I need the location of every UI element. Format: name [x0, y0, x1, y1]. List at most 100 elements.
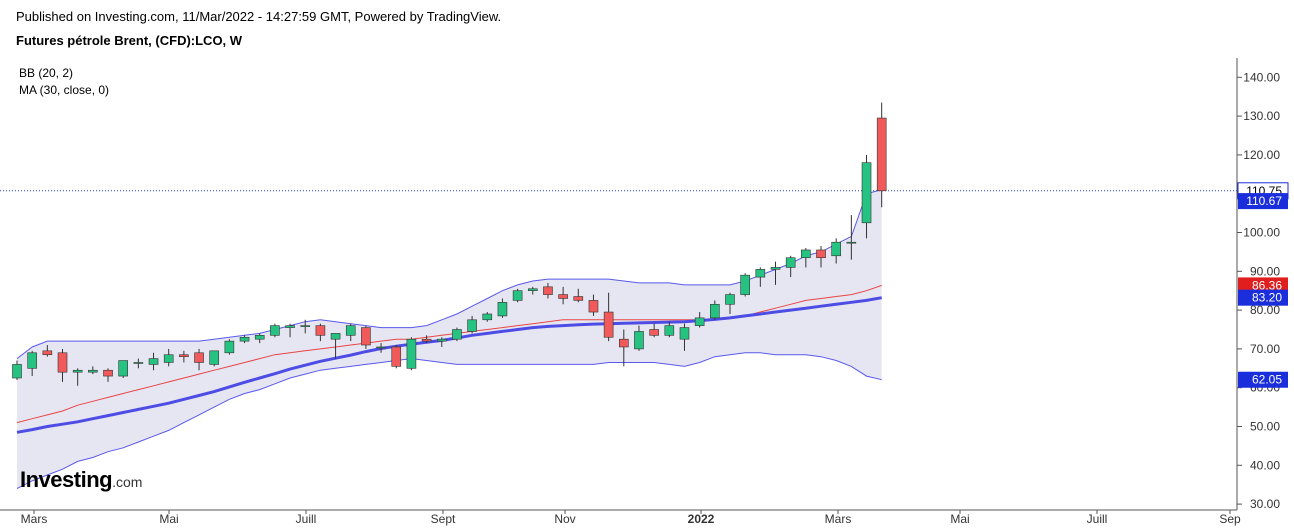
candle-body	[588, 300, 599, 313]
candle	[133, 358, 144, 369]
price-tick-label: 130.00	[1243, 109, 1280, 123]
candle-body	[361, 327, 371, 346]
candle	[42, 345, 53, 357]
candle-body	[88, 369, 98, 373]
candle-body	[770, 267, 781, 270]
time-tick-label: Sep	[1219, 512, 1241, 526]
investing-logo: Investing.com	[20, 467, 142, 493]
candle	[285, 323, 295, 338]
candle-body	[436, 338, 447, 342]
price-tick-label: 30.00	[1250, 497, 1280, 511]
candle	[406, 337, 417, 371]
candle	[148, 352, 159, 371]
candle-body	[315, 325, 326, 336]
candle-body	[876, 117, 887, 192]
candle-body	[755, 269, 766, 278]
candle-body	[194, 352, 204, 363]
time-tick-label: Mars	[21, 512, 48, 526]
candle	[527, 286, 538, 295]
candle-body	[239, 336, 250, 342]
candle-body	[664, 325, 675, 336]
candle-body	[391, 346, 402, 367]
candle	[801, 248, 811, 268]
candle-body	[224, 340, 235, 354]
time-tick-label: Juill	[296, 512, 317, 526]
candle-body	[133, 362, 144, 364]
candle	[27, 350, 37, 377]
candle-body	[497, 302, 508, 317]
candle-body	[467, 319, 477, 332]
candle	[649, 323, 659, 338]
candle-body	[679, 327, 690, 340]
candle	[618, 329, 629, 367]
candle	[846, 215, 857, 260]
candle-body	[376, 346, 386, 349]
candle-body	[179, 354, 189, 357]
candle	[315, 323, 326, 342]
candle	[467, 315, 477, 334]
bb-lower-line	[16, 352, 882, 490]
candle	[254, 333, 265, 344]
candle	[725, 292, 735, 314]
candle	[239, 335, 250, 344]
candle-body	[618, 338, 629, 348]
bb-upper-line	[16, 189, 882, 359]
candle	[694, 312, 705, 328]
price-axis: 30.0040.0050.0060.0070.0080.0090.00100.0…	[1236, 58, 1289, 511]
candle	[755, 267, 766, 287]
candle-body	[406, 338, 417, 369]
candle	[421, 335, 432, 344]
indicator-lines-layer	[0, 189, 1237, 490]
candle	[710, 300, 720, 320]
candle-body	[603, 311, 614, 338]
indicator-bollinger-label[interactable]: BB (20, 2)	[19, 66, 74, 80]
price-tick-label: 80.00	[1250, 303, 1280, 317]
candle	[831, 238, 841, 264]
candle	[72, 368, 83, 386]
candle-body	[543, 286, 553, 295]
candle-body	[118, 360, 128, 377]
candle	[88, 366, 98, 375]
time-tick-label: Sept	[431, 512, 456, 526]
candle	[588, 294, 599, 316]
instrument-title: Futures pétrole Brent, (CFD):LCO, W	[16, 33, 243, 48]
candle-body	[270, 325, 280, 336]
candle-body	[103, 369, 113, 377]
candle	[740, 273, 750, 297]
price-tick-label: 120.00	[1243, 148, 1280, 162]
price-badge-bb-middle: 86.36	[1238, 277, 1288, 294]
candle-body	[725, 294, 735, 305]
candle	[634, 325, 644, 351]
candle	[300, 319, 311, 334]
candle	[391, 345, 402, 369]
price-badge-box	[1238, 289, 1288, 306]
candle-body	[573, 296, 584, 301]
candle	[12, 360, 22, 380]
candle	[512, 288, 523, 303]
candle	[543, 282, 553, 299]
candle	[179, 350, 189, 363]
candle	[573, 288, 584, 303]
candle-body	[254, 335, 265, 340]
price-badge-text: 62.05	[1252, 373, 1282, 387]
candle-body	[785, 257, 796, 268]
candle-body	[634, 331, 644, 350]
candle-body	[452, 329, 462, 340]
candle-body	[163, 354, 174, 363]
price-badge-bb-upper: 110.67	[1238, 193, 1288, 210]
candle-body	[285, 325, 295, 328]
candle	[103, 368, 113, 382]
candle-body	[710, 303, 720, 319]
candle-body	[330, 333, 341, 340]
time-tick-label: 2022	[688, 512, 715, 526]
ma-line	[16, 296, 882, 434]
indicator-ma-label[interactable]: MA (30, close, 0)	[19, 83, 110, 97]
candle	[452, 327, 462, 342]
candle	[436, 337, 447, 347]
candle	[330, 333, 341, 359]
candle	[876, 102, 887, 208]
time-axis: Mars Mai Juill Sept Nov 2022 Mars Mai Juill Sep	[0, 509, 1241, 526]
candle-body	[12, 364, 22, 379]
candle-body	[42, 350, 53, 356]
